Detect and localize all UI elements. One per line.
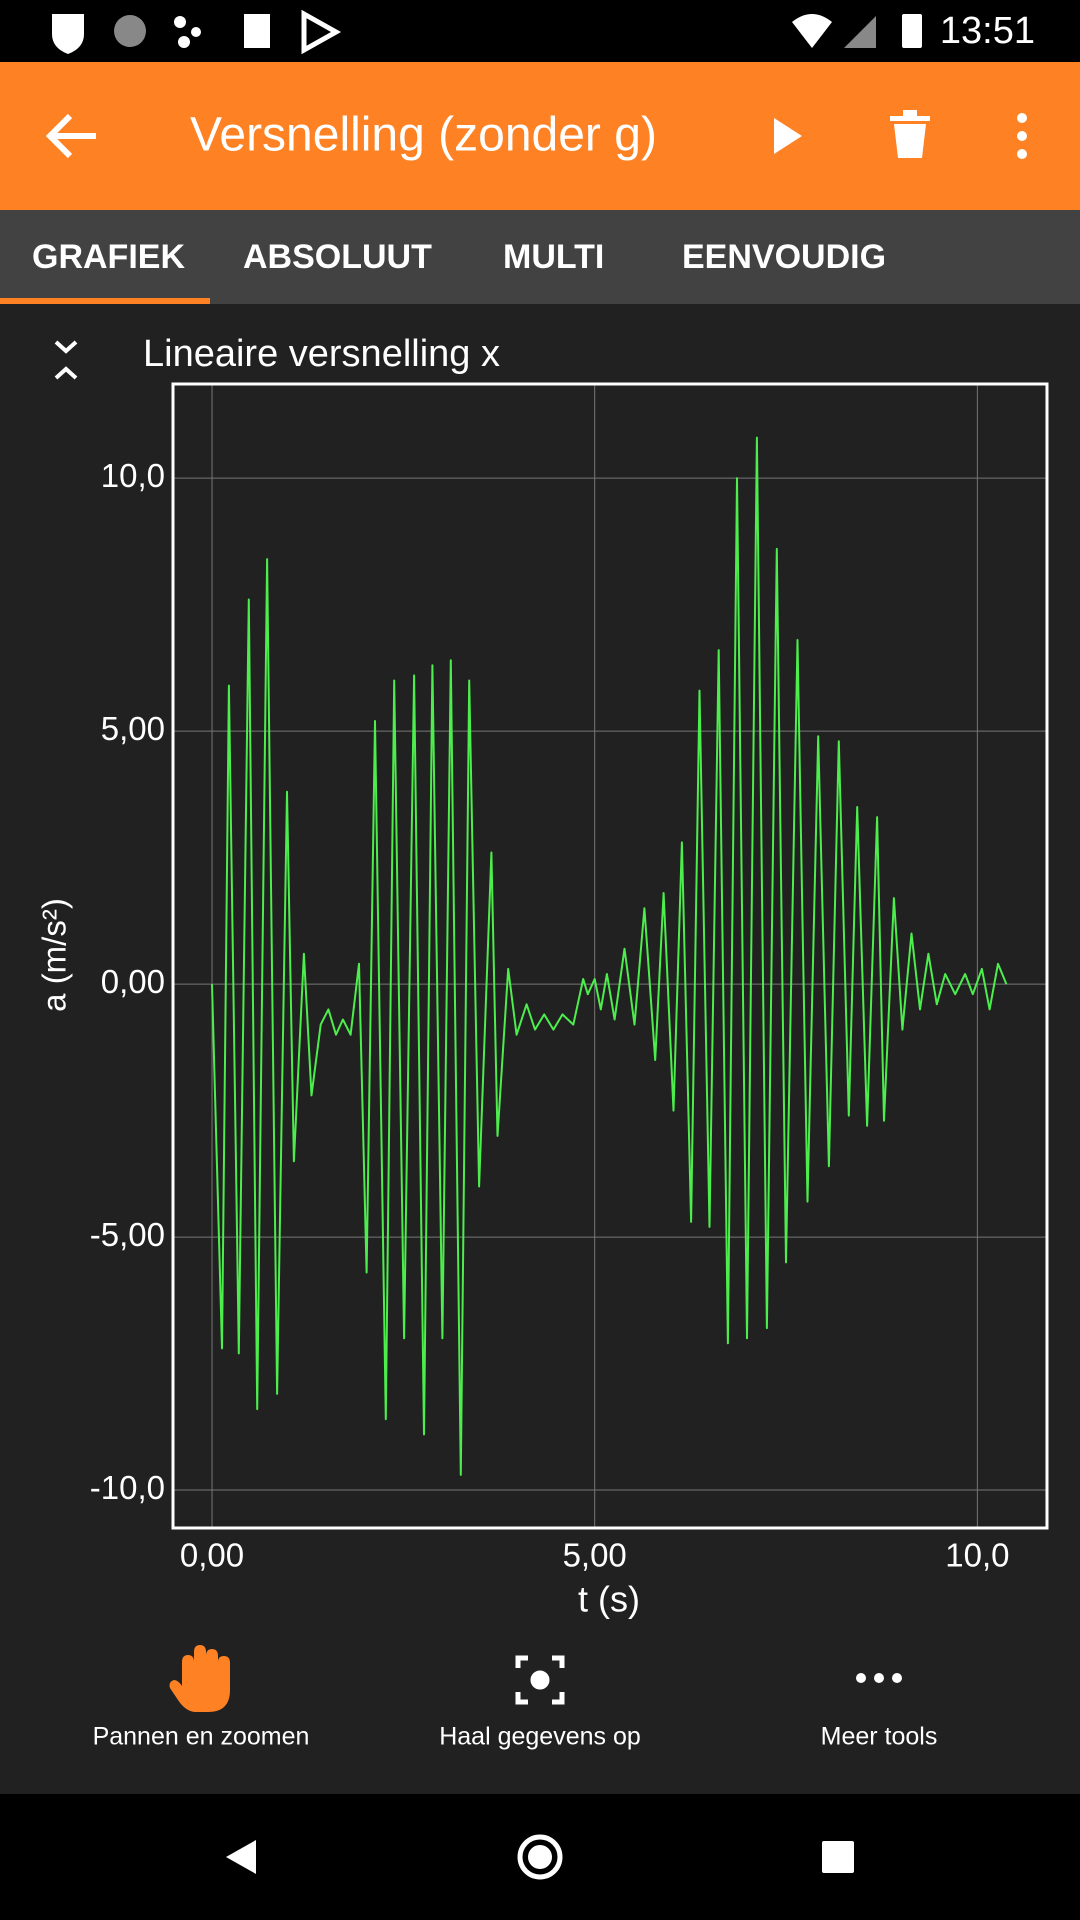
- assistant-icon: [174, 16, 186, 28]
- nav-home[interactable]: [517, 1834, 563, 1880]
- fetch-data-icon[interactable]: [515, 1655, 565, 1705]
- menu-button[interactable]: [1017, 113, 1027, 159]
- tool-label[interactable]: Pannen en zoomen: [93, 1723, 310, 1751]
- y-tick-label: 0,00: [101, 963, 165, 1000]
- content: [0, 304, 1080, 1794]
- frame: [515, 1655, 565, 1705]
- y-tick-label: -5,00: [90, 1216, 165, 1253]
- shield-icon: [52, 14, 84, 54]
- data-line: [211, 436, 1008, 1476]
- play-button[interactable]: [774, 118, 802, 154]
- clock: 13:51: [940, 10, 1035, 52]
- sd-icon: [244, 14, 270, 48]
- chart-title: Lineaire versnelling x: [143, 333, 500, 375]
- tab[interactable]: ABSOLUUT: [243, 238, 432, 276]
- y-tick-label: 10,0: [101, 457, 165, 494]
- y-tick-label: -10,0: [90, 1469, 165, 1506]
- assistant-icon: [178, 36, 190, 48]
- collapse-button[interactable]: [54, 340, 78, 380]
- x-tick-label: 10,0: [945, 1537, 1009, 1574]
- nav-recents[interactable]: [822, 1841, 854, 1873]
- dot: [530, 1670, 550, 1690]
- back-button[interactable]: [45, 113, 96, 159]
- plot-frame: [171, 382, 1049, 1530]
- menu-dot: [1017, 113, 1027, 123]
- dot: [892, 1673, 902, 1683]
- x-tick-label: 0,00: [180, 1537, 244, 1574]
- nav-back[interactable]: [226, 1840, 256, 1874]
- x-axis-label: t (s): [578, 1579, 640, 1620]
- plot: -10,0 -5,00 0,00 5,00 10,0 0,00 5,00 10,0: [90, 382, 1049, 1574]
- y-tick-label: 5,00: [101, 710, 165, 747]
- battery-icon: [902, 14, 922, 48]
- status-bar: [0, 0, 1080, 62]
- y-axis-label: a (m/s²): [36, 898, 73, 1012]
- tool-label[interactable]: Haal gegevens op: [439, 1723, 641, 1751]
- menu-dot: [1017, 149, 1027, 159]
- tab[interactable]: GRAFIEK: [32, 238, 185, 276]
- dot: [856, 1673, 866, 1683]
- sync-icon: [114, 15, 146, 47]
- delete-button[interactable]: [890, 110, 930, 158]
- tab[interactable]: MULTI: [503, 238, 604, 276]
- x-tick-label: 5,00: [563, 1537, 627, 1574]
- more-tools-icon[interactable]: [856, 1673, 902, 1683]
- pan-zoom-icon[interactable]: [169, 1645, 231, 1712]
- status-icons: [52, 9, 922, 55]
- tab[interactable]: EENVOUDIG: [682, 238, 886, 276]
- wifi-icon: [792, 14, 832, 48]
- assistant-icon: [191, 27, 201, 37]
- play-store-icon: [301, 9, 342, 55]
- menu-dot: [1017, 131, 1027, 141]
- nav-home-dot: [528, 1845, 552, 1869]
- signal-icon: [844, 16, 876, 48]
- dot: [874, 1673, 884, 1683]
- tool-label[interactable]: Meer tools: [821, 1723, 938, 1751]
- tab-bar: [0, 210, 1080, 304]
- app-title: Versnelling (zonder g): [190, 109, 657, 162]
- tab-indicator: [0, 298, 210, 304]
